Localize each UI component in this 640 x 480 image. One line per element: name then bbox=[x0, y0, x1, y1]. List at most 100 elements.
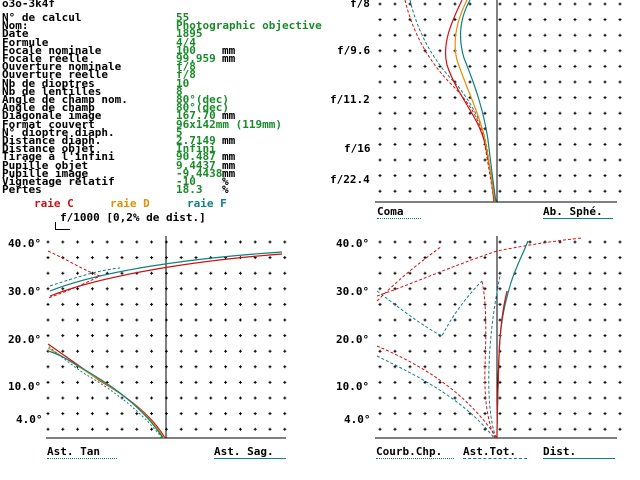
grid-tick bbox=[238, 380, 242, 384]
grid-tick bbox=[46, 271, 50, 275]
grid-tick bbox=[135, 427, 139, 431]
grid-tick bbox=[179, 334, 183, 338]
grid-tick bbox=[135, 396, 139, 400]
grid-tick bbox=[209, 240, 213, 244]
grid-tick bbox=[76, 334, 80, 338]
grid-tick bbox=[618, 189, 622, 193]
param-label: Tirage à l'infini bbox=[2, 150, 115, 163]
grid-tick bbox=[528, 287, 532, 291]
grid-tick bbox=[498, 127, 502, 131]
param-unit: mm bbox=[222, 52, 236, 65]
grid-tick bbox=[543, 158, 547, 162]
grid-tick bbox=[618, 158, 622, 162]
grid-tick bbox=[513, 127, 517, 131]
param-unit: % bbox=[222, 183, 229, 196]
grid-tick bbox=[513, 18, 517, 22]
grid-tick bbox=[378, 174, 382, 178]
grid-tick bbox=[120, 271, 124, 275]
grid-tick bbox=[468, 127, 472, 131]
grid-tick bbox=[498, 302, 502, 306]
grid-tick bbox=[105, 256, 109, 260]
grid-tick bbox=[588, 174, 592, 178]
grid-tick bbox=[378, 189, 382, 193]
param-label: Nb de lentilles bbox=[2, 85, 102, 98]
aperture-label-1: f/9.6 bbox=[337, 44, 371, 57]
grid-tick bbox=[468, 271, 472, 275]
grid-tick bbox=[513, 256, 517, 260]
grid-tick bbox=[408, 189, 412, 193]
grid-tick bbox=[573, 412, 577, 416]
grid-tick bbox=[543, 80, 547, 84]
grid-tick bbox=[558, 349, 562, 353]
param-label: Pupille objet bbox=[2, 159, 89, 172]
grid-tick bbox=[453, 64, 457, 68]
grid-tick bbox=[573, 18, 577, 22]
grid-tick bbox=[468, 174, 472, 178]
grid-tick bbox=[543, 412, 547, 416]
grid-tick bbox=[224, 427, 228, 431]
grid-tick bbox=[618, 349, 622, 353]
param-value: Infini bbox=[176, 142, 216, 155]
param-label: Ouverture nominale bbox=[2, 60, 122, 73]
grid-tick bbox=[194, 412, 198, 416]
grid-tick bbox=[268, 396, 272, 400]
grid-tick bbox=[513, 318, 517, 322]
br-curv-c-upper bbox=[376, 237, 583, 297]
ast-total-caption: Ast.Tot. bbox=[463, 445, 516, 458]
grid-tick bbox=[558, 80, 562, 84]
grid-tick bbox=[528, 302, 532, 306]
grid-tick bbox=[253, 349, 257, 353]
grid-tick bbox=[408, 256, 412, 260]
param-unit: % bbox=[222, 175, 229, 188]
grid-tick bbox=[573, 302, 577, 306]
grid-tick bbox=[209, 334, 213, 338]
param-label: Angle de champ nom. bbox=[2, 93, 128, 106]
bl-sag-c-upper bbox=[49, 253, 283, 297]
grid-tick bbox=[483, 18, 487, 22]
param-unit: mm bbox=[222, 109, 236, 122]
grid-tick bbox=[61, 349, 65, 353]
param-label: Pupille image bbox=[2, 167, 89, 180]
grid-tick bbox=[528, 380, 532, 384]
grid-tick bbox=[438, 142, 442, 146]
grid-tick bbox=[528, 64, 532, 68]
grid-tick bbox=[558, 64, 562, 68]
field-curvature-underline bbox=[376, 458, 454, 459]
grid-tick bbox=[588, 396, 592, 400]
grid-tick bbox=[438, 427, 442, 431]
grid-tick bbox=[573, 80, 577, 84]
grid-tick bbox=[528, 412, 532, 416]
grid-tick bbox=[378, 111, 382, 115]
grid-tick bbox=[209, 396, 213, 400]
grid-tick bbox=[209, 412, 213, 416]
grid-tick bbox=[453, 2, 457, 6]
grid-tick bbox=[453, 256, 457, 260]
grid-tick bbox=[378, 412, 382, 416]
grid-tick bbox=[408, 174, 412, 178]
grid-tick bbox=[618, 380, 622, 384]
grid-tick bbox=[378, 49, 382, 53]
grid-tick bbox=[105, 302, 109, 306]
grid-tick bbox=[408, 127, 412, 131]
grid-tick bbox=[588, 256, 592, 260]
grid-tick bbox=[498, 189, 502, 193]
grid-tick bbox=[543, 189, 547, 193]
grid-tick bbox=[120, 318, 124, 322]
grid-tick bbox=[378, 365, 382, 369]
grid-tick bbox=[120, 380, 124, 384]
grid-tick bbox=[588, 380, 592, 384]
grid-tick bbox=[528, 80, 532, 84]
grid-tick bbox=[408, 49, 412, 53]
grid-tick bbox=[253, 318, 257, 322]
grid-tick bbox=[573, 111, 577, 115]
bl-tan-f-upper bbox=[49, 267, 121, 287]
grid-tick bbox=[423, 2, 427, 6]
grid-tick bbox=[238, 334, 242, 338]
grid-tick bbox=[543, 396, 547, 400]
param-value: 96x142mm (119mm) bbox=[176, 118, 282, 131]
grid-tick bbox=[558, 334, 562, 338]
br-ast-c bbox=[481, 280, 496, 439]
param-label: Pertes bbox=[2, 183, 42, 196]
grid-tick bbox=[105, 412, 109, 416]
grid-tick bbox=[528, 318, 532, 322]
